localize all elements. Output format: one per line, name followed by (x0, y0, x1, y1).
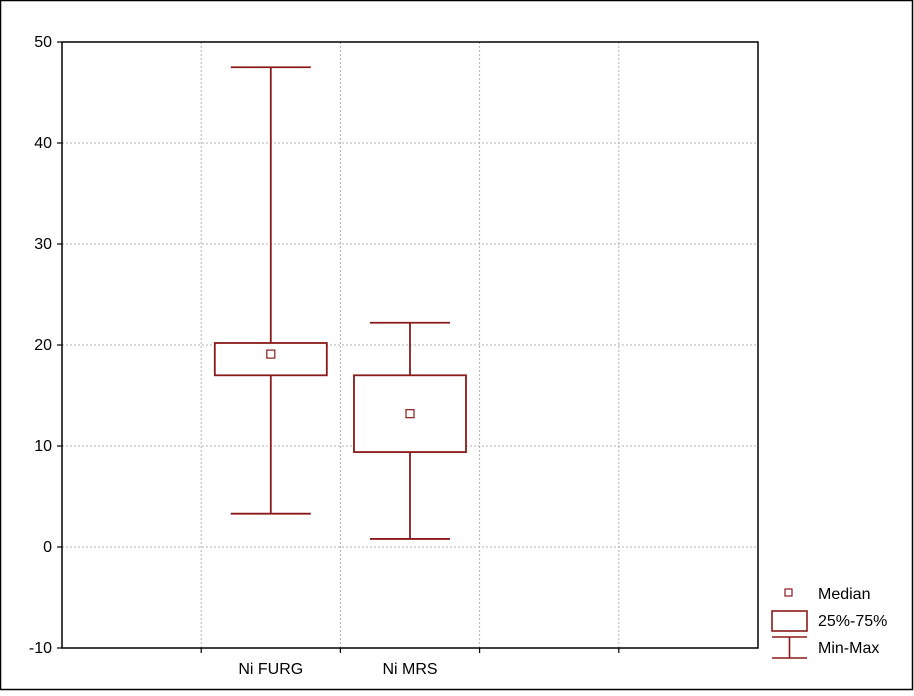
legend: Median 25%-75% Min-Max (771, 586, 887, 659)
legend-whisker-label: Min-Max (818, 640, 879, 657)
median-marker (405, 409, 415, 419)
y-tick-label: 0 (43, 539, 52, 556)
axes: -10 0 10 20 30 40 50 Ni FURG Ni MRS (29, 34, 620, 678)
legend-box-marker (771, 610, 808, 632)
y-tick-label: 20 (34, 337, 52, 354)
grid-lines (62, 42, 758, 648)
legend-median-label: Median (818, 586, 870, 603)
y-tick-label: -10 (29, 640, 52, 657)
y-tick-label: 50 (34, 34, 52, 51)
legend-box-label: 25%-75% (818, 613, 887, 630)
y-tick-label: 10 (34, 438, 52, 455)
box-group (353, 321, 467, 540)
legend-whisker-marker (772, 636, 807, 659)
box-group (213, 66, 328, 515)
iqr-box (213, 342, 328, 377)
x-tick-label: Ni FURG (238, 661, 303, 678)
plot-area-frame (61, 41, 759, 649)
median-marker (266, 349, 276, 359)
y-tick-label: 40 (34, 135, 52, 152)
x-tick-label: Ni MRS (382, 661, 437, 678)
y-tick-label: 30 (34, 236, 52, 253)
legend-median-marker (784, 588, 793, 597)
boxes (213, 66, 467, 540)
